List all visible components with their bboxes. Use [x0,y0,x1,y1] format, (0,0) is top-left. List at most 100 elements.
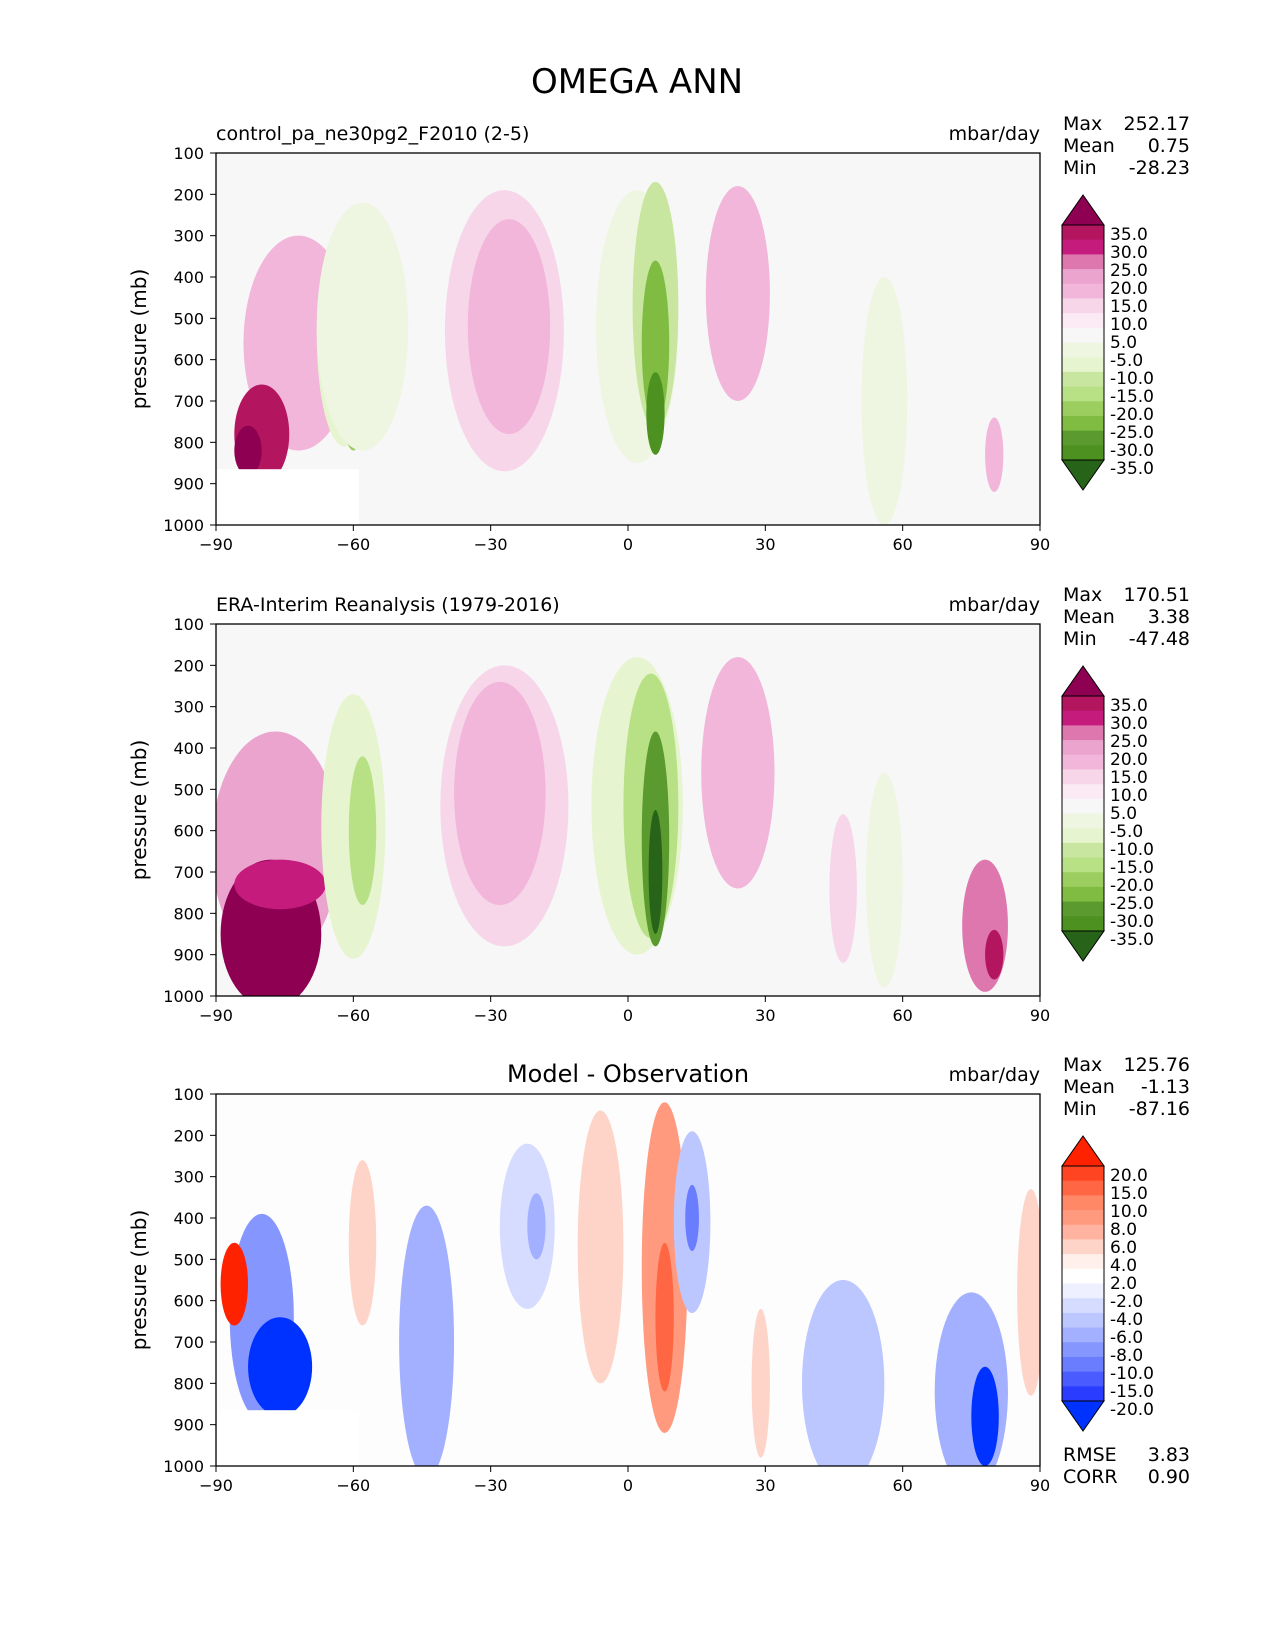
contour-blob [454,681,546,906]
colorbar-max-arrow [1061,1135,1105,1167]
colorbar-label: -35.0 [1110,459,1154,479]
stat-label: Max [1063,584,1102,606]
contour-blob [577,1110,624,1384]
x-tick-label: −60 [336,1476,370,1495]
metric-label: RMSE [1063,1444,1117,1466]
y-axis-label: pressure (mb) [127,1210,151,1351]
colorbar-label: -20.0 [1110,1400,1154,1420]
y-tick-label: 300 [173,227,204,246]
colorbar-label: -30.0 [1110,912,1154,932]
x-tick-label: 90 [1030,1006,1050,1025]
contour-blob [1017,1189,1040,1396]
contour-blob [829,814,857,963]
stat-value: 125.76 [1124,1054,1190,1076]
y-tick-label: 300 [173,1168,204,1187]
colorbar-segment [1062,1371,1104,1387]
y-tick-label: 100 [173,1085,204,1104]
contour-blob [861,277,908,525]
colorbar-label: 25.0 [1110,732,1148,752]
colorbar-label: -15.0 [1110,1382,1154,1402]
y-tick-label: 200 [173,1126,204,1145]
colorbar-label: 15.0 [1110,1184,1148,1204]
colorbar-segment [1062,842,1104,859]
contour-blob [641,260,670,426]
metric-value: 3.83 [1148,1444,1190,1466]
panel-title: ERA-Interim Reanalysis (1979-2016) [216,594,560,616]
colorbar-label: 30.0 [1110,243,1148,263]
colorbar-segment [1062,828,1104,844]
contour-blob [866,772,903,988]
colorbar-segment [1062,225,1104,241]
stat-value: -28.23 [1129,157,1190,179]
colorbar-segment [1062,1195,1104,1211]
y-tick-label: 300 [173,698,204,717]
colorbar-label: 10.0 [1110,1202,1148,1222]
y-tick-label: 800 [173,433,204,452]
colorbar-segment [1062,1239,1104,1255]
contour-blob [527,1193,546,1260]
contour-blob [934,1292,1008,1466]
terrain-mask [217,469,359,525]
colorbar-label: -8.0 [1110,1346,1143,1366]
contour-blob [234,425,262,476]
contour-blob [751,1308,770,1458]
metric-value: 0.90 [1148,1466,1190,1488]
x-tick-label: −60 [336,535,370,554]
colorbar-segment [1062,754,1104,771]
x-tick-label: −90 [199,1006,233,1025]
colorbar-label: 35.0 [1110,225,1148,245]
y-tick-label: 200 [173,185,204,204]
x-tick-label: −30 [474,1476,508,1495]
x-tick-label: −90 [199,535,233,554]
contour-blob [985,929,1004,980]
colorbar-label: -15.0 [1110,858,1154,878]
colorbar-label: 20.0 [1110,1166,1148,1186]
contour-blob [971,1366,999,1466]
contour-field [217,181,1004,525]
colorbar-max-arrow [1061,194,1105,226]
contour-blob [648,810,663,934]
colorbar-segment [1062,1386,1104,1402]
contour-blob [701,657,775,889]
x-tick-label: 30 [755,1006,775,1025]
colorbar-max-arrow [1061,665,1105,697]
colorbar-label: 8.0 [1110,1220,1137,1240]
colorbar-label: -25.0 [1110,423,1154,443]
x-tick-label: 90 [1030,535,1050,554]
contour-field [216,657,1008,996]
x-tick-label: −90 [199,1476,233,1495]
x-tick-label: 60 [892,535,912,554]
contour-blob [316,202,409,451]
colorbar-label: -10.0 [1110,369,1154,389]
colorbar-segment [1062,1224,1104,1241]
colorbar-segment [1062,445,1104,461]
metric-label: CORR [1063,1466,1118,1488]
colorbar-segment [1062,872,1104,888]
contour-blob [685,1184,699,1252]
contour-blob [234,859,326,910]
colorbar-segment [1062,254,1104,270]
stat-value: 3.38 [1148,606,1190,628]
colorbar-segment [1062,269,1104,285]
y-tick-label: 100 [173,615,204,634]
y-tick-label: 600 [173,351,204,370]
colorbar-segment [1062,1312,1104,1329]
stat-value: 0.75 [1148,135,1190,157]
colorbar-label: 35.0 [1110,696,1148,716]
contour-blob [399,1205,455,1466]
colorbar-label: -2.0 [1110,1292,1143,1312]
x-tick-label: 0 [623,1006,633,1025]
colorbar-min-arrow [1061,459,1105,491]
colorbar-label: 15.0 [1110,297,1148,317]
terrain-mask [217,1410,359,1466]
stat-label: Mean [1063,1076,1115,1098]
y-tick-label: 400 [173,739,204,758]
colorbar-segment [1062,1210,1104,1226]
colorbar-segment [1062,1268,1104,1285]
panel-2: −90 −60 −30 0 30 60 90 100 200 300 400 500 600 700 800… [127,584,1190,1025]
contour-blob [655,1242,674,1392]
colorbar-segment [1062,916,1104,932]
colorbar-segment [1062,1327,1104,1343]
colorbar-segment [1062,1342,1104,1358]
figure-title: OMEGA ANN [531,62,743,102]
